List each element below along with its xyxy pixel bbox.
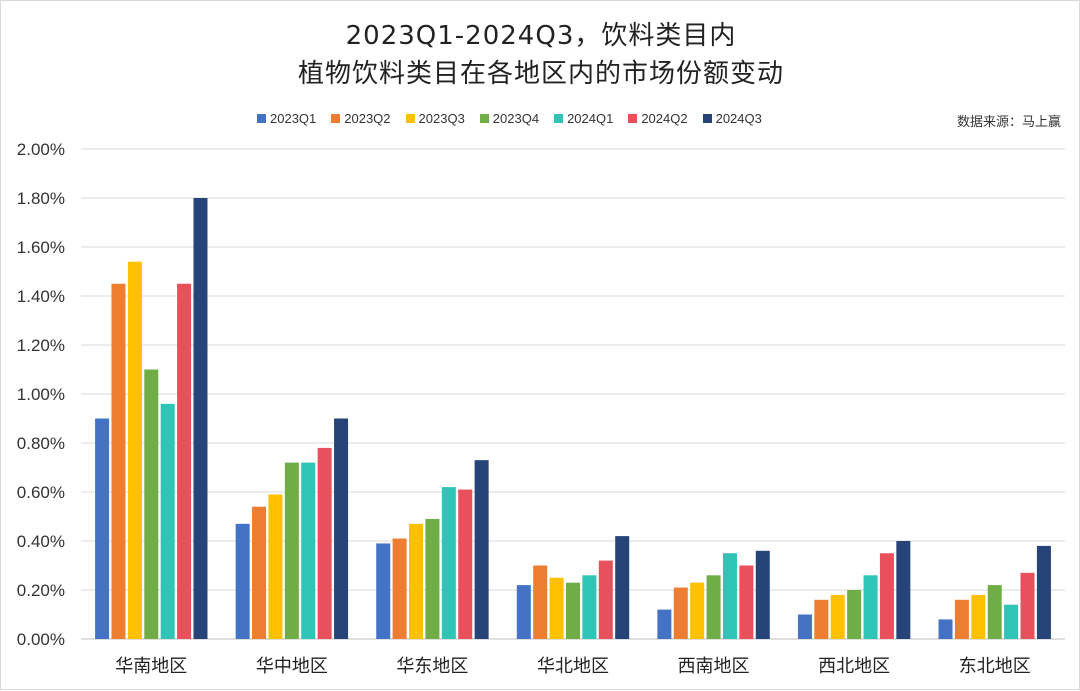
- x-category-label: 华南地区: [115, 656, 187, 677]
- bar-2023q3-1: [268, 494, 283, 639]
- legend-item-2023q4: 2023Q4: [479, 110, 540, 126]
- bar-2023q2-3: [533, 565, 548, 639]
- bar-2023q4-2: [425, 518, 440, 639]
- bar-2024q1-0: [160, 403, 175, 639]
- legend-item-2024q1: 2024Q1: [554, 111, 613, 126]
- legend-item-2024q3: 2024Q3: [702, 110, 762, 126]
- bar-2024q1-2: [441, 487, 456, 639]
- bar-2023q4-4: [706, 575, 721, 639]
- chart-title-line-2: 植物饮料类目在各地区内的市场份额变动: [297, 59, 784, 89]
- chart-title-line-1: 2023Q1-2024Q3，饮料类目内: [345, 21, 737, 51]
- bar-2023q1-6: [938, 619, 953, 639]
- bar-2024q2-4: [739, 565, 754, 639]
- x-category-label: 华北地区: [537, 656, 609, 677]
- bar-2023q2-4: [673, 587, 688, 639]
- bar-2023q1-1: [235, 523, 250, 639]
- bar-2023q4-3: [566, 582, 580, 639]
- legend-item-2023q1: 2023Q1: [257, 111, 316, 126]
- chart-legend: 2023Q1 2023Q2 2023Q3 2023Q4 2024Q1 2024Q2 2024…: [257, 109, 777, 127]
- y-tick-label: 2.00%: [17, 140, 65, 159]
- bar-2024q2-6: [1020, 572, 1035, 639]
- bar-2023q1-2: [376, 543, 391, 639]
- legend-item-2023q2: 2023Q2: [331, 110, 391, 126]
- bar-2024q1-5: [863, 575, 878, 639]
- legend-swatch: [257, 113, 266, 123]
- legend-label: 2024Q2: [641, 110, 688, 126]
- bar-2023q3-0: [127, 261, 142, 639]
- y-tick-label: 0.60%: [17, 483, 65, 502]
- legend-swatch: [331, 113, 341, 123]
- bar-2024q1-6: [1004, 604, 1019, 639]
- bar-2024q1-1: [301, 462, 316, 639]
- bar-2023q3-6: [971, 594, 986, 639]
- bar-2024q2-3: [598, 560, 613, 639]
- x-category-label: 西南地区: [678, 656, 750, 677]
- bar-2024q3-2: [474, 460, 489, 639]
- y-tick-label: 1.60%: [17, 238, 65, 257]
- bar-2023q4-5: [847, 590, 862, 639]
- y-tick-label: 0.80%: [17, 434, 65, 453]
- bar-2024q1-3: [582, 575, 597, 639]
- legend-label: 2024Q3: [715, 110, 762, 126]
- bar-2023q1-0: [95, 418, 110, 639]
- y-tick-label: 1.80%: [17, 189, 65, 208]
- legend-label: 2023Q3: [418, 110, 465, 126]
- bar-2024q3-1: [334, 418, 349, 639]
- legend-label: 2023Q1: [270, 110, 317, 126]
- x-category-label: 西北地区: [818, 656, 890, 677]
- y-tick-label: 1.20%: [17, 336, 65, 355]
- x-category-label: 东北地区: [959, 656, 1031, 677]
- legend-item-2023q3: 2023Q3: [405, 110, 465, 126]
- bar-2023q2-5: [814, 599, 829, 639]
- y-tick-label: 0.20%: [17, 581, 65, 600]
- legend-label: 2023Q4: [492, 110, 540, 126]
- bar-2023q1-3: [516, 585, 531, 639]
- legend-swatch: [405, 113, 415, 123]
- bar-2023q1-4: [657, 609, 672, 639]
- legend-swatch: [479, 113, 489, 123]
- legend-swatch: [628, 113, 638, 123]
- bar-2023q3-4: [690, 582, 705, 639]
- bar-2024q3-4: [755, 550, 770, 639]
- y-tick-label: 1.40%: [17, 287, 65, 306]
- data-source-note: 数据来源：马上赢: [956, 115, 1061, 130]
- y-tick-label: 1.00%: [17, 385, 65, 404]
- bar-2024q2-2: [458, 489, 473, 639]
- bar-2023q2-1: [252, 506, 267, 639]
- bar-2023q4-6: [987, 585, 1002, 639]
- bar-2023q2-2: [392, 538, 407, 639]
- bar-2024q3-6: [1036, 545, 1051, 639]
- y-tick-label: 0.40%: [17, 532, 65, 551]
- x-category-label: 华东地区: [396, 656, 468, 677]
- bar-2024q3-3: [615, 536, 630, 639]
- legend-swatch: [702, 113, 712, 123]
- x-category-label: 华中地区: [256, 656, 328, 677]
- bar-2023q4-1: [284, 462, 299, 639]
- legend-swatch: [554, 113, 564, 123]
- bar-2024q3-0: [193, 198, 208, 639]
- y-tick-label: 0.00%: [17, 630, 65, 649]
- legend-item-2024q2: 2024Q2: [628, 110, 688, 126]
- bar-2024q2-0: [177, 283, 192, 639]
- bar-2024q3-5: [896, 541, 911, 639]
- bar-2023q2-6: [954, 599, 969, 639]
- bar-2024q2-1: [317, 447, 332, 639]
- bar-2023q3-2: [409, 523, 424, 639]
- bar-2023q1-5: [797, 614, 812, 639]
- bar-2023q3-5: [830, 594, 845, 639]
- bar-2023q2-0: [111, 283, 126, 639]
- bar-2023q4-0: [144, 369, 159, 639]
- legend-label: 2023Q2: [344, 110, 391, 126]
- bar-2024q1-4: [722, 553, 737, 639]
- bar-2024q2-5: [879, 553, 894, 639]
- bar-2023q3-3: [549, 577, 564, 639]
- legend-label: 2024Q1: [567, 110, 614, 126]
